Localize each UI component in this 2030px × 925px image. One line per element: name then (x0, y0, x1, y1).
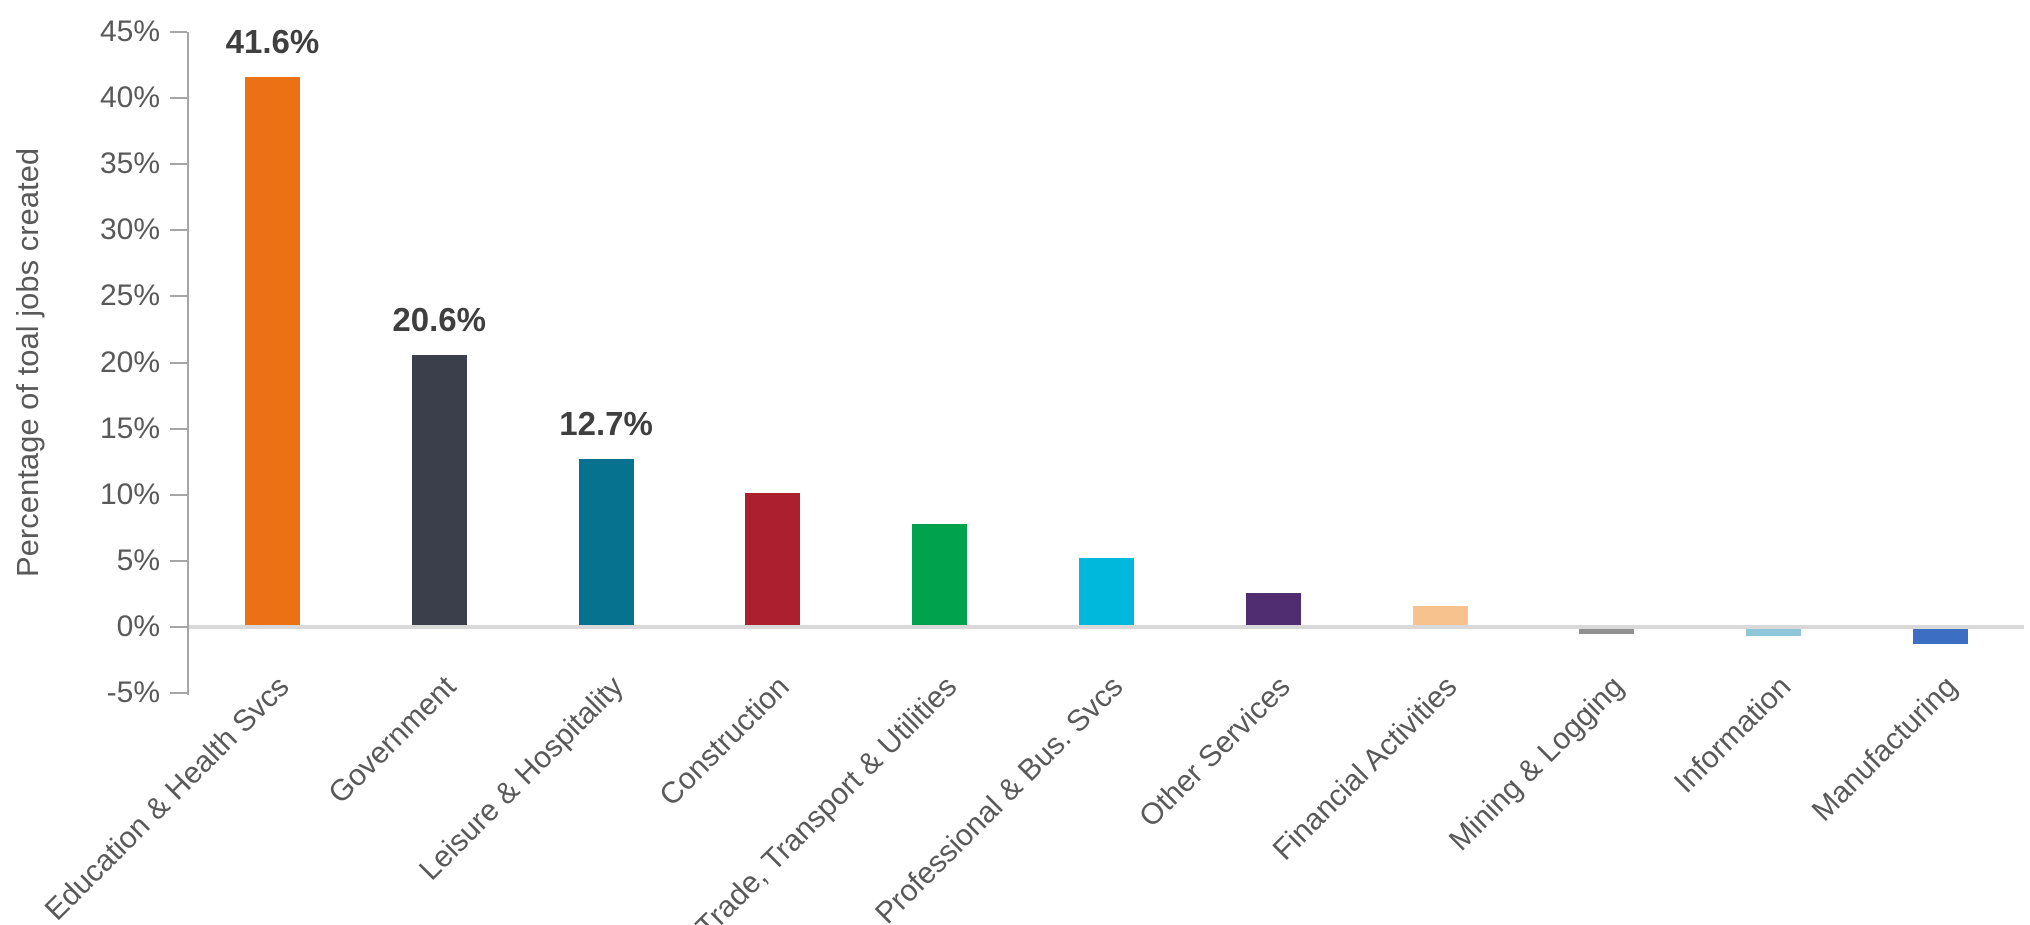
y-tick-mark (170, 692, 187, 694)
y-tick-label: 40% (99, 81, 160, 115)
y-tick-mark (170, 559, 187, 562)
bar-government (411, 354, 467, 627)
bar-professional-bus-svcs (1079, 558, 1134, 627)
category-label-text: Financial Activities (1266, 670, 1464, 867)
y-tick-mark (170, 31, 187, 33)
bar-value-label: 41.6% (225, 22, 320, 60)
category-label-text: Mining & Logging (1443, 670, 1631, 858)
y-axis-line (187, 32, 189, 695)
y-tick-label: 30% (99, 213, 160, 247)
category-label-text: Other Services (1133, 670, 1297, 834)
y-tick-label: 45% (99, 15, 160, 48)
bar-other-services (1245, 592, 1301, 627)
y-tick-label: -5% (106, 676, 160, 709)
bar-construction (745, 493, 801, 627)
category-label-text: Government (322, 670, 463, 811)
y-tick-mark (170, 97, 187, 100)
category-label-text: Manufacturing (1806, 670, 1964, 828)
y-tick-label: 10% (99, 477, 160, 511)
bar-mining-logging (1579, 626, 1635, 634)
bar-leisure-hospitality (578, 459, 634, 627)
bar-manufacturing (1913, 626, 1969, 645)
y-tick-mark (170, 625, 187, 628)
category-label-text: Construction (653, 670, 797, 813)
bar-value-label: 20.6% (392, 300, 486, 338)
y-tick-label: 5% (116, 543, 160, 577)
y-tick-label: 35% (99, 147, 160, 181)
y-tick-mark (170, 163, 187, 166)
bar-financial-activities (1412, 605, 1468, 627)
zero-line (189, 624, 2024, 629)
y-tick-label: 0% (116, 609, 160, 643)
y-tick-mark (170, 229, 187, 232)
y-tick-mark (170, 295, 187, 298)
y-tick-label: 25% (99, 279, 160, 313)
y-tick-label: 20% (99, 345, 160, 379)
bar-information (1746, 626, 1802, 637)
bar-trade-transport-utilities (912, 523, 968, 627)
y-tick-label: 15% (99, 411, 160, 445)
y-tick-mark (170, 493, 187, 496)
category-label-text: Information (1667, 670, 1798, 800)
y-tick-mark (170, 427, 187, 430)
bar-education-health-svcs (244, 76, 300, 627)
bar-value-label: 12.7% (559, 405, 653, 442)
y-tick-mark (170, 361, 187, 364)
